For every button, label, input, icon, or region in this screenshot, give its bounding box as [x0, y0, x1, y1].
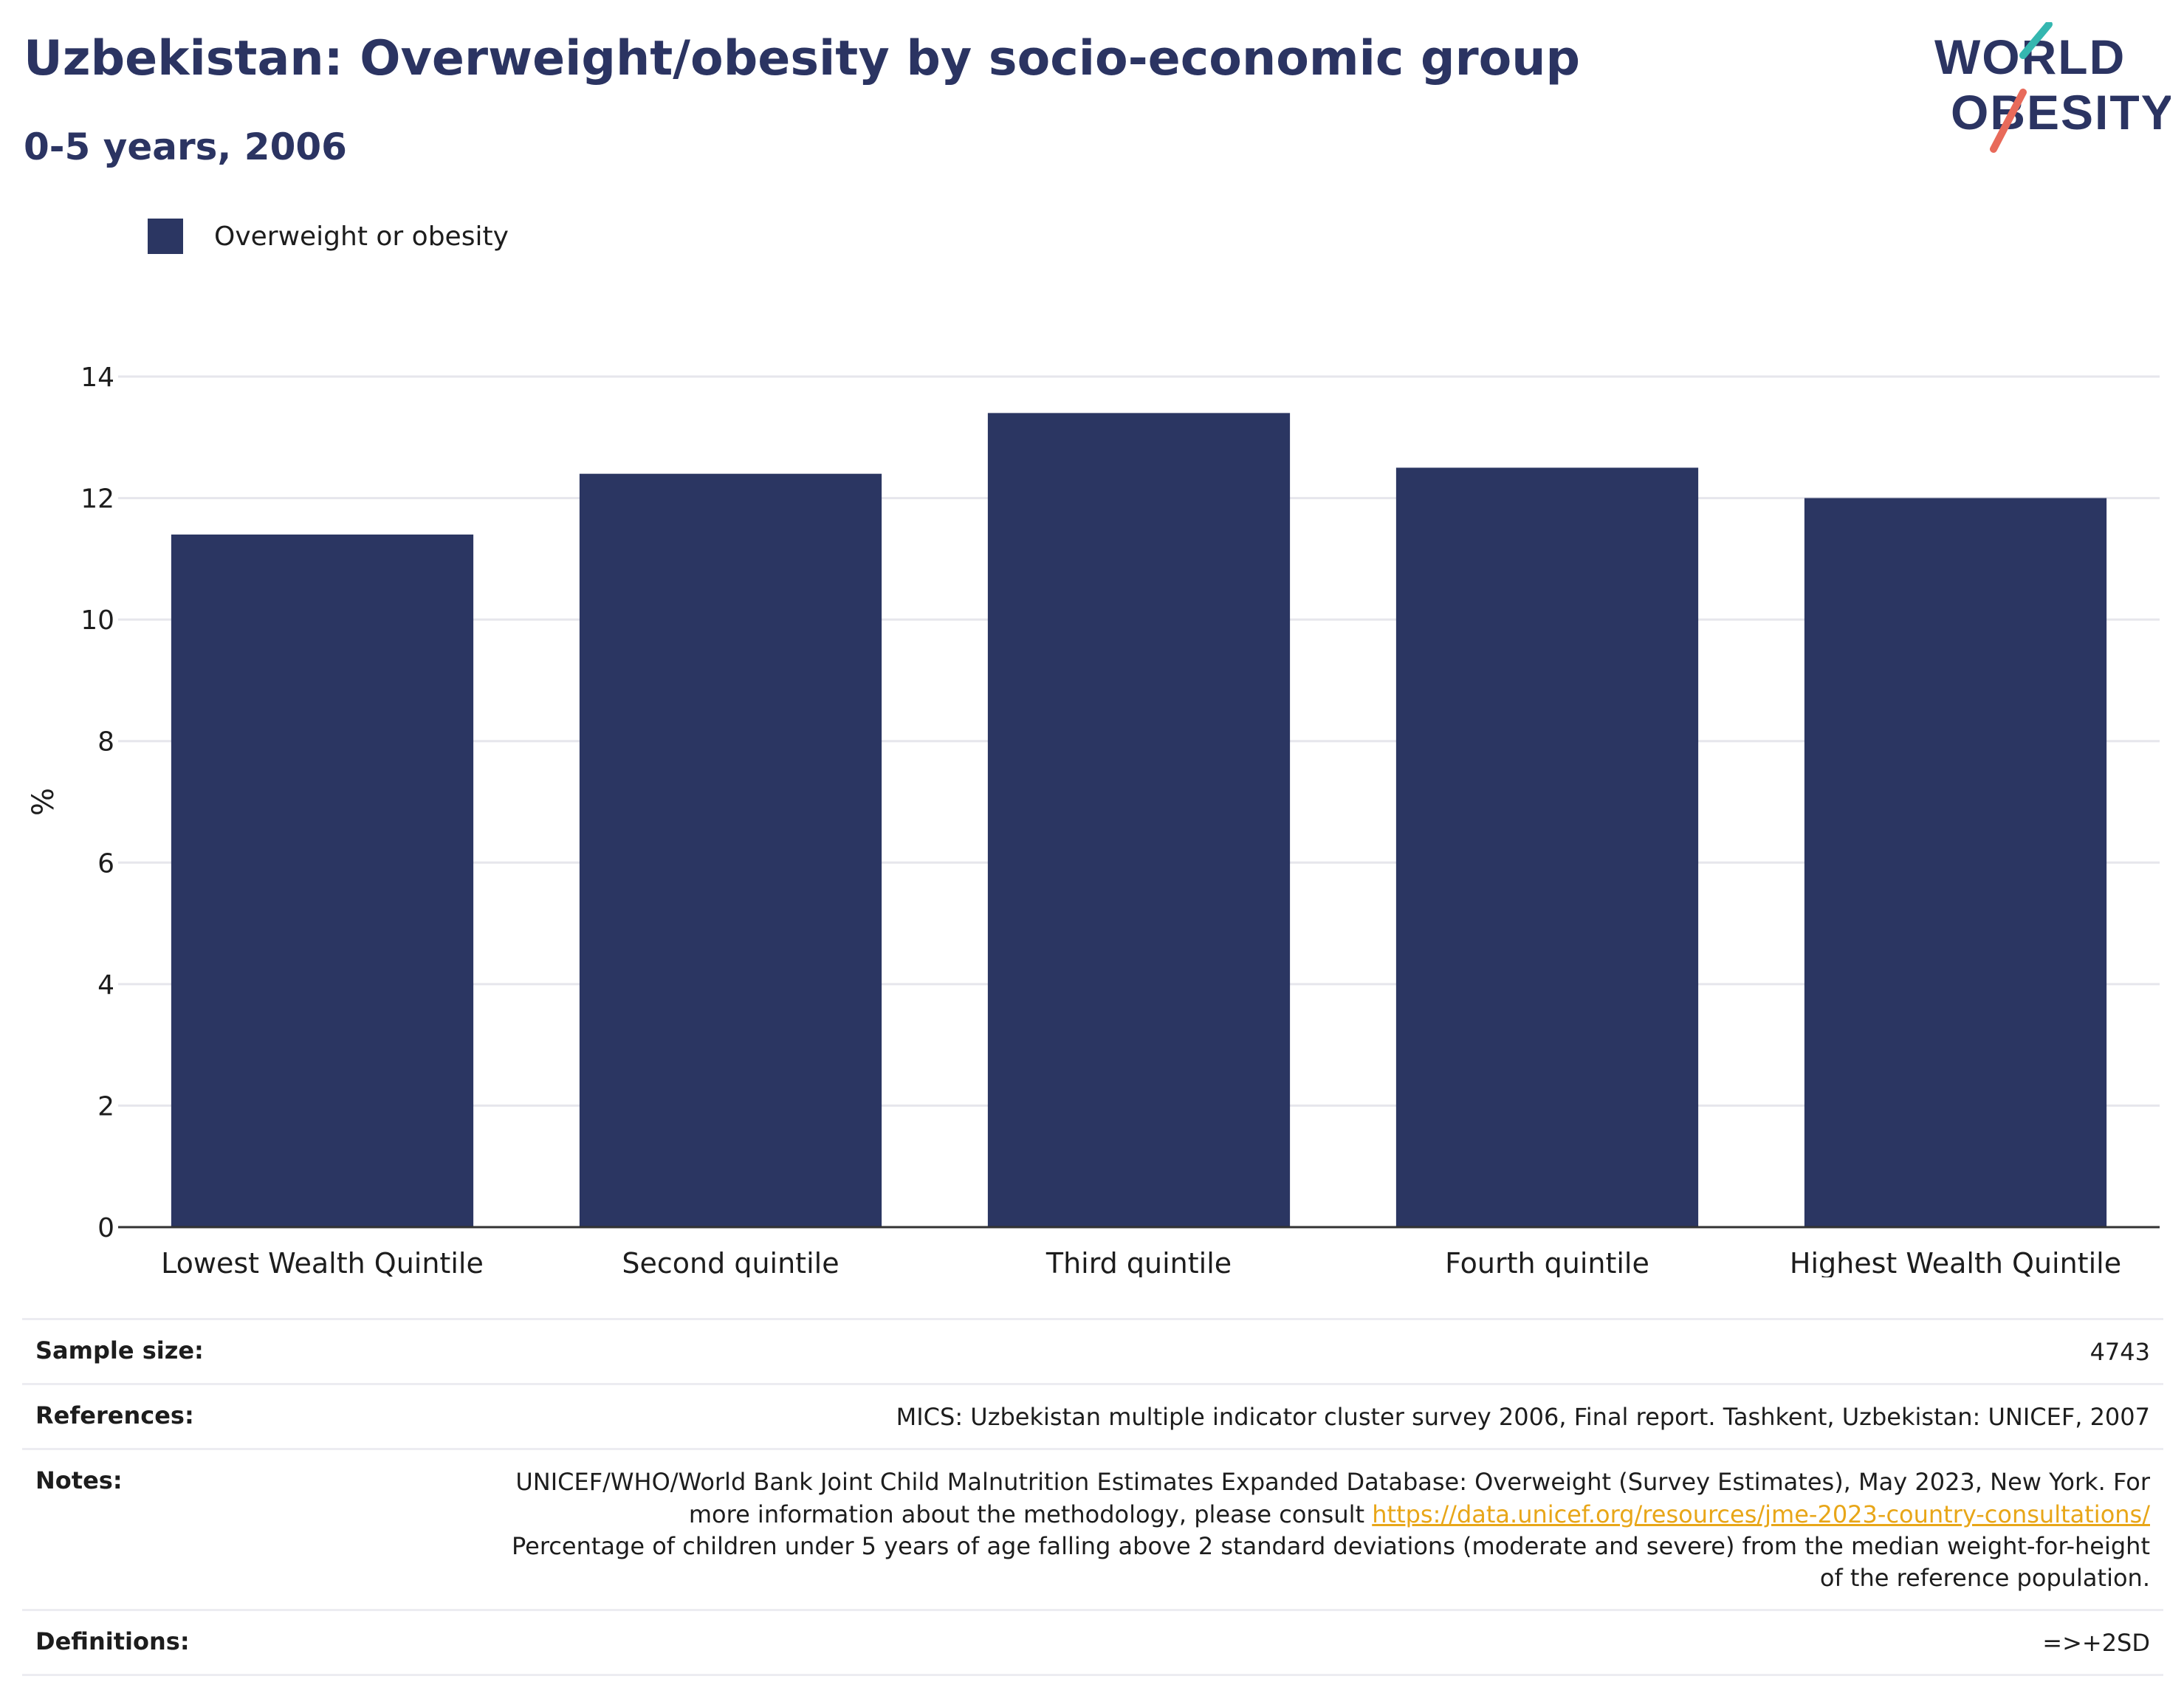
y-tick-label: 0 — [97, 1213, 114, 1243]
sample-size-label: Sample size: — [35, 1336, 204, 1364]
references-value: MICS: Uzbekistan multiple indicator clus… — [896, 1403, 2150, 1432]
chart-title: Uzbekistan: Overweight/obesity by socio-… — [24, 31, 1581, 86]
y-tick-label: 2 — [97, 1091, 114, 1122]
sample-size-row: Sample size: 4743 — [22, 1318, 2163, 1383]
bar — [1395, 467, 1699, 1227]
chart-subtitle: 0-5 years, 2006 — [24, 126, 347, 168]
sample-size-value: 4743 — [2089, 1338, 2150, 1366]
legend-label: Overweight or obesity — [214, 221, 509, 252]
y-tick-label: 10 — [80, 605, 114, 636]
x-tick-label: Third quintile — [1045, 1247, 1232, 1277]
definitions-value: =>+2SD — [2042, 1629, 2150, 1658]
x-tick-label: Highest Wealth Quintile — [1790, 1247, 2121, 1277]
bar — [171, 534, 474, 1227]
notes-row: Notes: UNICEF/WHO/World Bank Joint Child… — [22, 1448, 2163, 1609]
x-tick-label: Second quintile — [622, 1247, 839, 1277]
legend-swatch — [148, 219, 183, 254]
logo-line-1: WORLD — [1934, 30, 2126, 84]
logo-slash-coral — [1990, 89, 2027, 153]
notes-text-1: UNICEF/WHO/World Bank Joint Child Malnut… — [515, 1468, 2150, 1528]
x-tick-label: Fourth quintile — [1445, 1247, 1649, 1277]
notes-label: Notes: — [35, 1466, 123, 1495]
logo-slash-teal — [2019, 22, 2053, 59]
x-tick-label: Lowest Wealth Quintile — [161, 1247, 484, 1277]
y-tick-label: 8 — [97, 727, 114, 758]
world-obesity-logo: WORLD OBESITY — [1934, 22, 2171, 153]
references-row: References: MICS: Uzbekistan multiple in… — [22, 1383, 2163, 1448]
bar-chart: 0 2 4 6 8 10 12 14% Lowest Wealth Quintile Second… — [27, 363, 2160, 1277]
definitions-label: Definitions: — [35, 1627, 190, 1656]
y-tick-label: 4 — [97, 970, 114, 1000]
references-label: References: — [35, 1401, 194, 1430]
methodology-link[interactable]: https://data.unicef.org/resources/jme-20… — [1372, 1500, 2150, 1528]
notes-value: UNICEF/WHO/World Bank Joint Child Malnut… — [489, 1466, 2150, 1594]
y-tick-label: 12 — [80, 484, 114, 515]
notes-text-2: Percentage of children under 5 years of … — [512, 1531, 2150, 1592]
y-tick-label: 14 — [80, 363, 114, 393]
logo-line-2: OBESITY — [1951, 85, 2171, 140]
y-axis-label: % — [27, 788, 61, 816]
bar — [987, 413, 1291, 1227]
y-tick-label: 6 — [97, 848, 114, 879]
info-table: Sample size: 4743 References: MICS: Uzbe… — [22, 1318, 2163, 1677]
chart-legend: Overweight or obesity — [148, 219, 509, 254]
definitions-row: Definitions: =>+2SD — [22, 1609, 2163, 1677]
bar — [579, 473, 882, 1227]
bar — [1804, 498, 2107, 1227]
